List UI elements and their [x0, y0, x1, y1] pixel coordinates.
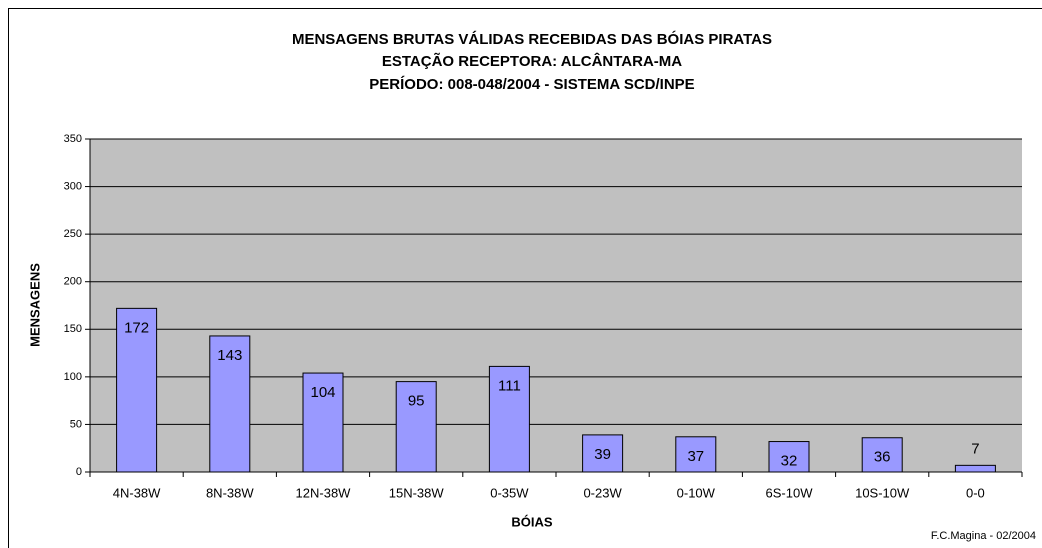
x-tick-label: 0-35W [490, 485, 529, 500]
y-tick-label: 100 [64, 371, 82, 383]
data-label: 172 [124, 319, 149, 336]
data-label: 104 [310, 384, 335, 401]
x-tick-label: 0-10W [677, 485, 716, 500]
data-label: 7 [971, 440, 979, 457]
x-tick-label: 10S-10W [855, 485, 910, 500]
data-label: 32 [781, 453, 798, 470]
annotation: F.C.Magina - 02/2004 [931, 530, 1036, 542]
bar [954, 464, 996, 473]
chart-title: MENSAGENS BRUTAS VÁLIDAS RECEBIDAS DAS B… [292, 30, 772, 48]
y-tick-label: 0 [76, 466, 82, 478]
data-label: 111 [498, 377, 521, 394]
data-label: 36 [874, 449, 891, 466]
bar [302, 372, 344, 473]
bar [209, 335, 251, 473]
data-label: 37 [687, 448, 704, 465]
bar [861, 437, 903, 473]
data-label: 95 [408, 393, 425, 410]
y-tick-label: 150 [64, 323, 82, 335]
y-tick-label: 250 [64, 228, 82, 240]
x-tick-label: 12N-38W [296, 485, 352, 500]
bar [395, 381, 437, 473]
bar [582, 434, 624, 473]
x-axis-label: BÓIAS [511, 514, 553, 529]
x-tick-label: 4N-38W [113, 485, 161, 500]
y-tick-label: 50 [70, 418, 82, 430]
data-label: 143 [217, 347, 242, 364]
x-tick-label: 8N-38W [206, 485, 254, 500]
data-label: 39 [594, 446, 611, 463]
x-tick-label: 6S-10W [766, 485, 814, 500]
bar [768, 441, 810, 473]
y-tick-label: 350 [64, 133, 82, 145]
y-tick-label: 300 [64, 180, 82, 192]
x-tick-label: 15N-38W [389, 485, 445, 500]
chart-subtitle: ESTAÇÃO RECEPTORA: ALCÂNTARA-MA [382, 52, 682, 70]
y-tick-label: 200 [64, 276, 82, 288]
x-tick-label: 0-0 [966, 485, 985, 500]
y-axis-label: MENSAGENS [27, 263, 42, 347]
x-tick-label: 0-23W [583, 485, 622, 500]
chart-subtitle: PERÍODO: 008-048/2004 - SISTEMA SCD/INPE [369, 76, 694, 93]
